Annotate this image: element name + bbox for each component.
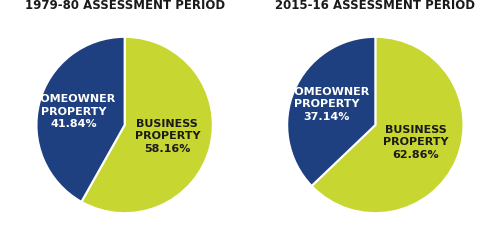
Wedge shape xyxy=(82,37,213,213)
Wedge shape xyxy=(36,37,124,202)
Wedge shape xyxy=(312,37,464,213)
Text: BUSINESS
PROPERTY
62.86%: BUSINESS PROPERTY 62.86% xyxy=(383,125,448,160)
Title: 1979-80 ASSESSMENT PERIOD: 1979-80 ASSESSMENT PERIOD xyxy=(24,0,224,12)
Text: HOMEOWNER
PROPERTY
37.14%: HOMEOWNER PROPERTY 37.14% xyxy=(284,87,369,122)
Text: BUSINESS
PROPERTY
58.16%: BUSINESS PROPERTY 58.16% xyxy=(134,119,200,154)
Text: HOMEOWNER
PROPERTY
41.84%: HOMEOWNER PROPERTY 41.84% xyxy=(32,94,116,129)
Wedge shape xyxy=(287,37,376,186)
Title: 2015-16 ASSESSMENT PERIOD: 2015-16 ASSESSMENT PERIOD xyxy=(276,0,475,12)
